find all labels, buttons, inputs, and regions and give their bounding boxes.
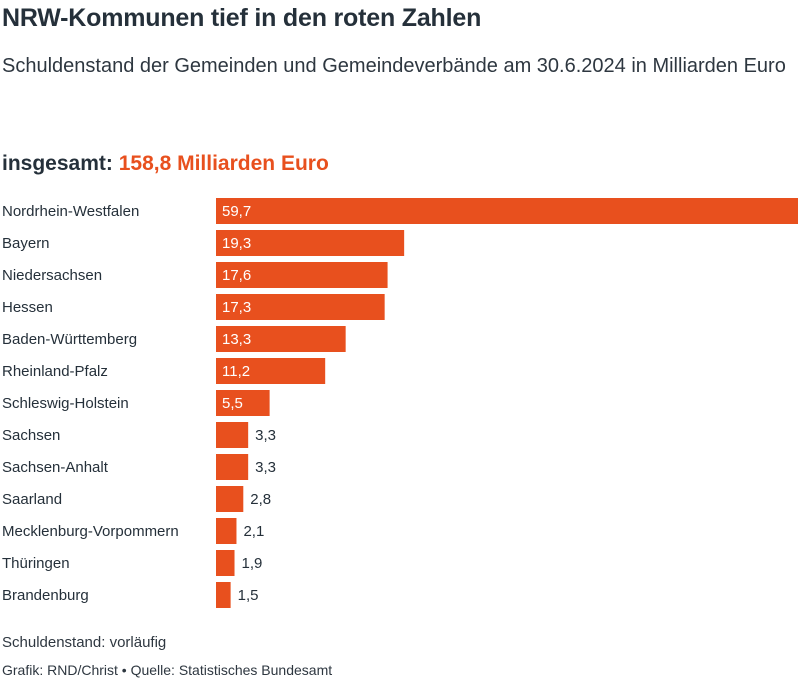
- category-label: Saarland: [2, 491, 62, 508]
- category-label: Nordrhein-Westfalen: [2, 203, 139, 220]
- category-label: Thüringen: [2, 555, 70, 572]
- category-label: Niedersachsen: [2, 267, 102, 284]
- chart-title: NRW-Kommunen tief in den roten Zahlen: [2, 4, 482, 32]
- value-label: 3,3: [255, 427, 276, 444]
- bar: [216, 422, 249, 448]
- footnote: Schuldenstand: vorläufig: [2, 634, 167, 651]
- category-label: Schleswig-Holstein: [2, 395, 129, 412]
- total-summary: insgesamt: 158,8 Milliarden Euro: [2, 152, 329, 176]
- value-label: 11,2: [222, 363, 250, 380]
- value-label: 3,3: [255, 459, 276, 476]
- category-label: Bayern: [2, 235, 50, 252]
- category-label: Hessen: [2, 299, 53, 316]
- source-credit: Grafik: RND/Christ • Quelle: Statistisch…: [2, 662, 333, 678]
- bar: [216, 486, 244, 512]
- value-label: 17,3: [222, 299, 251, 316]
- bar: [216, 230, 405, 256]
- bar: [216, 294, 385, 320]
- total-label: insgesamt:: [2, 152, 113, 175]
- bar: [216, 358, 326, 384]
- bar: [216, 454, 249, 480]
- category-label: Sachsen: [2, 427, 60, 444]
- bar: [216, 582, 231, 608]
- category-label: Brandenburg: [2, 587, 89, 604]
- value-label: 17,6: [222, 267, 251, 284]
- category-label: Mecklenburg-Vorpommern: [2, 523, 179, 540]
- chart-subtitle: Schuldenstand der Gemeinden und Gemeinde…: [2, 55, 786, 77]
- category-label: Baden-Württemberg: [2, 331, 137, 348]
- value-label: 59,7: [222, 203, 251, 220]
- value-label: 13,3: [222, 331, 251, 348]
- value-label: 19,3: [222, 235, 251, 252]
- bar: [216, 390, 270, 416]
- value-label: 2,1: [243, 523, 264, 540]
- bar: [216, 550, 235, 576]
- bar: [216, 518, 237, 544]
- total-value: 158,8 Milliarden Euro: [118, 152, 329, 175]
- bar-chart: Nordrhein-Westfalen 59,7 Bayern 19,3 Nieders…: [2, 198, 798, 608]
- value-label: 1,5: [238, 587, 259, 604]
- bar: [216, 198, 798, 224]
- bar: [216, 262, 388, 288]
- category-label: Rheinland-Pfalz: [2, 363, 108, 380]
- category-label: Sachsen-Anhalt: [2, 459, 109, 476]
- value-label: 2,8: [250, 491, 271, 508]
- value-label: 1,9: [242, 555, 263, 572]
- value-label: 5,5: [222, 395, 243, 412]
- bar: [216, 326, 346, 352]
